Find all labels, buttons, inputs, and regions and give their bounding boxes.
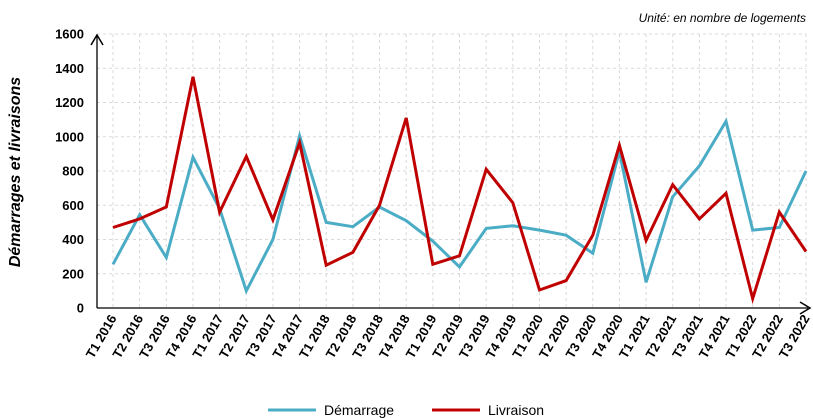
unit-annotation: Unité: en nombre de logements bbox=[639, 11, 806, 25]
y-axis-label: Démarrages et livraisons bbox=[7, 77, 24, 267]
legend-label-1: Livraison bbox=[488, 402, 544, 418]
x-axis-arrow bbox=[799, 301, 812, 315]
y-tick-label: 1000 bbox=[55, 129, 84, 144]
y-tick-label: 800 bbox=[62, 164, 84, 179]
y-tick-label: 1200 bbox=[55, 95, 84, 110]
y-tick-label: 600 bbox=[62, 198, 84, 213]
series-lines bbox=[111, 76, 808, 305]
y-tick-label: 400 bbox=[62, 232, 84, 247]
grid-lines bbox=[97, 33, 807, 308]
y-axis-ticks: 0 200 400 600 800 1000 1200 1400 1600 bbox=[55, 27, 84, 316]
y-axis-arrow bbox=[90, 33, 104, 46]
y-tick-label: 1400 bbox=[55, 61, 84, 76]
axes bbox=[90, 33, 812, 315]
y-tick-label: 0 bbox=[77, 301, 84, 316]
y-tick-label: 1600 bbox=[55, 27, 84, 42]
y-tick-label: 200 bbox=[62, 266, 84, 281]
legend-label-0: Démarrage bbox=[324, 402, 394, 418]
legend: Démarrage Livraison bbox=[268, 402, 544, 418]
series-line-1 bbox=[112, 76, 808, 305]
series-line-0 bbox=[111, 117, 808, 295]
